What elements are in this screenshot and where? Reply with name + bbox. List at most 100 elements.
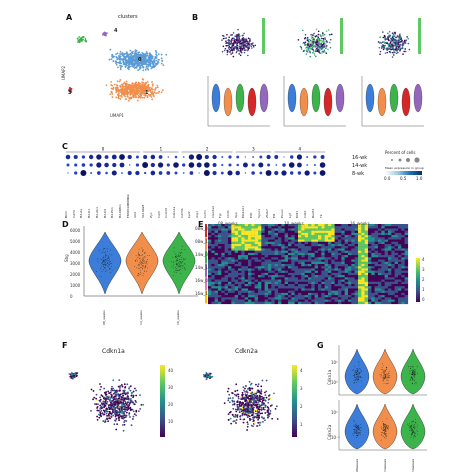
- group-label: 4: [298, 147, 301, 152]
- heatmap-cell: [394, 250, 399, 253]
- violin-point: [140, 262, 142, 263]
- heatmap-cell: [248, 252, 252, 256]
- heatmap-cell: [281, 295, 285, 298]
- heatmap-cell: [294, 290, 299, 293]
- heatmap-cell: [391, 277, 395, 280]
- umap-point: [246, 49, 249, 52]
- heatmap-cell: [214, 248, 219, 251]
- violin-point: [103, 252, 105, 254]
- heatmap-cell: [301, 244, 305, 247]
- heatmap-cell: [281, 277, 285, 280]
- umap-point: [328, 33, 331, 36]
- umap-point: [389, 34, 392, 37]
- heatmap-cell: [328, 241, 332, 245]
- umap-point: [228, 45, 231, 48]
- heatmap-cell: [361, 264, 365, 267]
- heatmap-cell: [378, 235, 382, 238]
- heatmap-cell: [291, 230, 295, 233]
- violin-point: [107, 262, 108, 264]
- umap-point: [390, 44, 392, 47]
- heatmap-cell: [328, 295, 332, 298]
- violin-point: [180, 273, 182, 274]
- heatmap-cell: [321, 255, 325, 258]
- heatmap-cell: [284, 237, 289, 240]
- heatmap-cell: [378, 250, 382, 253]
- heatmap-cell: [251, 297, 255, 300]
- violin-point: [182, 265, 183, 267]
- heatmap-cell: [341, 301, 345, 305]
- umap-point: [121, 90, 124, 93]
- heatmap-cell: [288, 264, 292, 267]
- violin-point: [138, 264, 139, 265]
- heatmap-cell: [311, 259, 315, 262]
- gene-label: Pl4: [272, 213, 277, 218]
- heatmap-cell: [258, 266, 262, 269]
- dotplot-dot: [143, 154, 148, 160]
- violin-point: [181, 267, 183, 269]
- umap-point: [228, 48, 231, 51]
- umap-point: [145, 59, 148, 62]
- dotplot-dot: [188, 162, 195, 168]
- heatmap-cell: [391, 255, 395, 258]
- heatmap-cell: [331, 261, 335, 265]
- dotplot-dot: [127, 170, 132, 176]
- violin-point: [105, 255, 107, 256]
- heatmap-cell: [278, 248, 282, 251]
- gene-label: Cxcl10: [164, 207, 169, 218]
- heatmap-cell: [351, 266, 355, 269]
- heatmap-cell: [221, 235, 225, 238]
- heatmap-cell: [218, 257, 222, 260]
- heatmap-cell: [331, 284, 335, 287]
- dotplot-dot: [319, 162, 326, 168]
- heatmap-cell: [304, 230, 309, 233]
- heatmap-cell: [361, 295, 365, 298]
- heatmap-cell: [258, 279, 262, 282]
- heatmap-cell: [401, 255, 405, 258]
- heatmap-cell: [291, 257, 295, 260]
- heatmap-cell: [351, 288, 355, 291]
- violin-point: [178, 262, 179, 264]
- heatmap-cell: [304, 235, 309, 238]
- heatmap-cell: [374, 250, 379, 253]
- heatmap-cell: [358, 250, 362, 253]
- heatmap-cell: [398, 239, 402, 242]
- dotplot-dot: [96, 162, 102, 168]
- heatmap-cell: [294, 284, 299, 287]
- umap-point: [117, 96, 120, 99]
- heatmap-cell: [298, 268, 302, 271]
- dotplot-dot: [127, 154, 132, 160]
- heatmap-cell: [361, 226, 365, 229]
- heatmap-cell: [344, 290, 349, 293]
- heatmap-cell: [291, 246, 295, 249]
- heatmap-cell: [211, 292, 215, 296]
- umap-point: [129, 86, 132, 89]
- heatmap-cell: [208, 252, 212, 256]
- heatmap-cell: [378, 279, 382, 282]
- heatmap-cell: [268, 250, 272, 253]
- heatmap-cell: [361, 270, 365, 273]
- heatmap-cell: [388, 248, 392, 251]
- heatmap-cell: [401, 292, 405, 296]
- heatmap-cell: [384, 264, 389, 267]
- heatmap-cell: [271, 279, 275, 282]
- violin-point: [182, 261, 184, 263]
- heatmap-cell: [378, 270, 382, 273]
- heatmap-cell: [338, 235, 342, 238]
- heatmap-cell: [284, 284, 289, 287]
- heatmap-cell: [288, 290, 292, 293]
- heatmap-cell: [404, 255, 409, 258]
- dotplot-dot: [236, 155, 240, 159]
- heatmap-cell: [348, 257, 352, 260]
- heatmap-cell: [261, 268, 265, 271]
- umap-point: [153, 91, 156, 94]
- heatmap-cell: [261, 284, 265, 287]
- heatmap-cell: [231, 250, 235, 253]
- heatmap-cell: [321, 228, 325, 231]
- heatmap-cell: [254, 266, 259, 269]
- heatmap-cell: [298, 257, 302, 260]
- heatmap-cell: [308, 232, 312, 236]
- heatmap-cell: [241, 226, 245, 229]
- heatmap-cell: [288, 246, 292, 249]
- umap-point: [323, 45, 326, 48]
- heatmap-cell: [374, 239, 379, 242]
